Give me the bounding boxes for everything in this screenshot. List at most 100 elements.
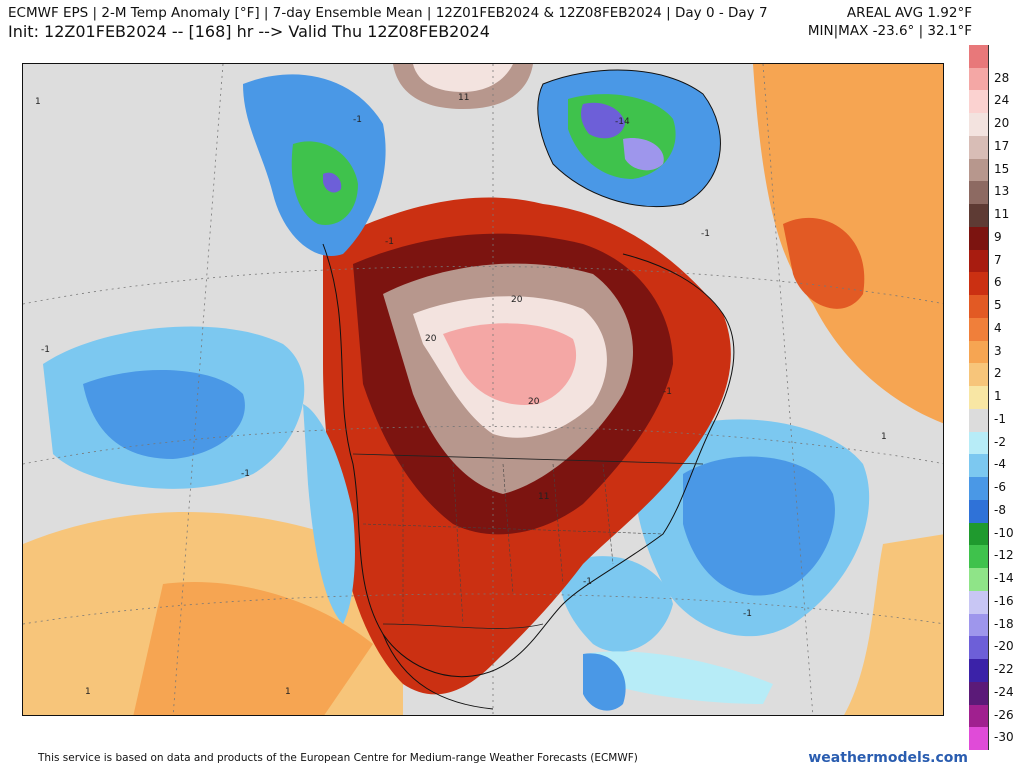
legend-swatch xyxy=(969,659,989,682)
legend-entry: 9 xyxy=(969,226,1019,250)
legend-swatch xyxy=(969,249,989,273)
legend-label: 3 xyxy=(994,343,1002,358)
legend-label: -20 xyxy=(994,639,1014,654)
legend-entry: -18 xyxy=(969,613,1019,637)
gulf-cool-area xyxy=(560,556,673,652)
legend-entry: -10 xyxy=(969,522,1019,546)
legend-swatch xyxy=(969,545,989,569)
legend-swatch xyxy=(969,681,989,705)
legend-swatch xyxy=(969,568,989,591)
legend-entry: 11 xyxy=(969,204,1019,227)
legend-swatch xyxy=(969,317,989,341)
legend-label: 5 xyxy=(994,298,1002,313)
alaska-coldest xyxy=(323,172,342,193)
legend-swatch xyxy=(969,226,989,250)
legend-entry: 28 xyxy=(969,67,1019,91)
central-america-cool xyxy=(583,653,626,711)
legend-label: -10 xyxy=(994,525,1014,540)
legend-entry: 1 xyxy=(969,386,1019,409)
legend-entry: 4 xyxy=(969,317,1019,341)
contour-label: -14 xyxy=(615,117,630,127)
contour-label: 20 xyxy=(528,397,540,407)
contour-label: 11 xyxy=(458,93,469,103)
legend-label: -8 xyxy=(994,502,1006,517)
min-max-values: MIN|MAX -23.6° | 32.1°F xyxy=(807,23,972,39)
contour-label: 20 xyxy=(511,295,523,305)
legend-label: 17 xyxy=(994,138,1010,153)
legend-entry: 17 xyxy=(969,135,1019,159)
contour-label: 1 xyxy=(881,432,887,442)
legend-entry: -8 xyxy=(969,499,1019,523)
contour-label: 20 xyxy=(425,334,437,344)
legend-swatch xyxy=(969,340,989,364)
legend-entry: 2 xyxy=(969,363,1019,387)
contour-label: -1 xyxy=(241,469,250,479)
contour-label: 11 xyxy=(538,492,549,502)
legend-entry: -1 xyxy=(969,408,1019,432)
legend-swatch xyxy=(969,408,989,432)
legend-entry: -16 xyxy=(969,590,1019,614)
legend-swatch xyxy=(969,431,989,455)
data-credit: This service is based on data and produc… xyxy=(38,752,638,764)
arctic-warm-core xyxy=(413,64,513,92)
legend-label: -26 xyxy=(994,707,1014,722)
legend-label: -30 xyxy=(994,730,1014,745)
legend-label: -12 xyxy=(994,548,1014,563)
legend-swatch xyxy=(969,45,989,68)
contour-label: -1 xyxy=(701,229,710,239)
color-legend: 28 24 20 17 15 13 11 9 7 6 5 4 3 2 1 -1 -2 -4 -6 -8 -10 -12 -1… xyxy=(969,45,1019,750)
areal-average: AREAL AVG 1.92°F xyxy=(846,5,972,21)
legend-label: 7 xyxy=(994,252,1002,267)
legend-label: -24 xyxy=(994,684,1014,699)
map-title: ECMWF EPS | 2-M Temp Anomaly [°F] | 7-da… xyxy=(8,5,768,21)
legend-label: 9 xyxy=(994,229,1002,244)
contour-label: -1 xyxy=(41,345,50,355)
legend-label: 28 xyxy=(994,70,1010,85)
pacific-cool-core xyxy=(83,370,245,459)
legend-entry: 6 xyxy=(969,272,1019,296)
legend-entry: -30 xyxy=(969,727,1019,750)
legend-entry: 15 xyxy=(969,158,1019,182)
state-borders xyxy=(362,463,664,625)
legend-entry: -24 xyxy=(969,681,1019,705)
legend-swatch xyxy=(969,272,989,296)
contour-label: 1 xyxy=(85,687,91,697)
legend-swatch xyxy=(969,499,989,523)
legend-entry: 20 xyxy=(969,113,1019,136)
coastlines xyxy=(322,69,735,710)
legend-swatch xyxy=(969,90,989,114)
legend-swatch xyxy=(969,113,989,136)
legend-label: 11 xyxy=(994,207,1010,222)
atlantic-cool-core xyxy=(683,456,835,596)
legend-swatch xyxy=(969,590,989,614)
legend-entry: 5 xyxy=(969,295,1019,318)
canada-peak-warm xyxy=(443,323,577,405)
legend-entry: -4 xyxy=(969,454,1019,478)
atlantic-warm-core xyxy=(783,217,865,309)
graticule-lines xyxy=(23,64,943,715)
legend-label: -6 xyxy=(994,480,1006,495)
legend-entry: 7 xyxy=(969,249,1019,273)
website-link[interactable]: weathermodels.com xyxy=(808,750,968,766)
init-valid-time: Init: 12Z01FEB2024 -- [168] hr --> Valid… xyxy=(8,22,490,41)
caribbean-cool xyxy=(583,651,773,704)
legend-swatch xyxy=(969,135,989,159)
legend-swatch xyxy=(969,386,989,409)
legend-entry: 3 xyxy=(969,340,1019,364)
legend-label: 6 xyxy=(994,275,1002,290)
contour-label: -1 xyxy=(583,577,592,587)
legend-entry: -6 xyxy=(969,477,1019,500)
legend-entry: -26 xyxy=(969,704,1019,728)
legend-entry: -14 xyxy=(969,568,1019,591)
anomaly-map[interactable]: 1 -1 -1 -1 -1 -14 20 20 20 11 11 -1 -1 1 1 -1 -1 1 xyxy=(22,63,944,716)
legend-label: -2 xyxy=(994,434,1006,449)
greenland-cold-east xyxy=(623,138,664,171)
legend-swatch xyxy=(969,67,989,91)
legend-label: -14 xyxy=(994,571,1014,586)
west-coast-cool xyxy=(303,404,355,624)
legend-label: 4 xyxy=(994,320,1002,335)
country-borders xyxy=(352,453,704,629)
legend-swatch xyxy=(969,204,989,227)
contour-label: 1 xyxy=(35,97,41,107)
